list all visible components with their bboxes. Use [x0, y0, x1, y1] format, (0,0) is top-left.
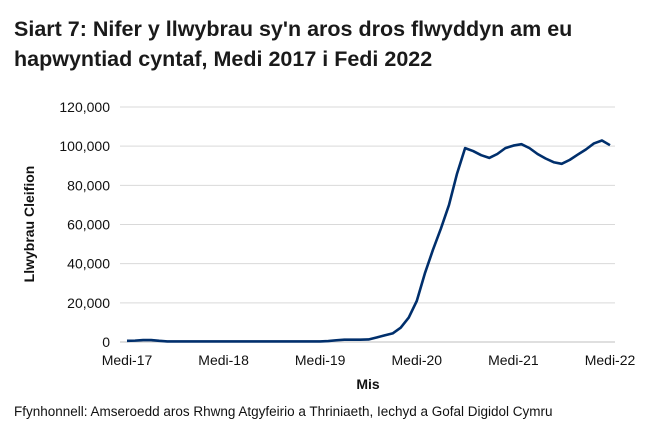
x-axis-title: Mis — [356, 376, 380, 392]
x-tick-label: Medi-20 — [392, 352, 443, 368]
y-tick-label: 40,000 — [67, 256, 110, 272]
y-tick-label: 80,000 — [67, 177, 110, 193]
x-tick-label: Medi-22 — [585, 352, 636, 368]
data-line — [126, 139, 611, 343]
source-note: Ffynhonnell: Amseroedd aros Rhwng Atgyfe… — [14, 404, 553, 419]
y-tick-label: 120,000 — [59, 99, 110, 115]
x-tick-label: Medi-18 — [198, 352, 249, 368]
y-tick-label: 60,000 — [67, 217, 110, 233]
y-axis-title: Llwybrau Cleifion — [21, 166, 37, 283]
y-tick-label: 100,000 — [59, 138, 110, 154]
x-tick-label: Medi-21 — [488, 352, 539, 368]
chart-title: Siart 7: Nifer y llwybrau sy'n aros dros… — [14, 17, 573, 71]
y-tick-label: 20,000 — [67, 295, 110, 311]
x-tick-label: Medi-19 — [295, 352, 346, 368]
y-tick-label: 0 — [102, 334, 110, 350]
x-tick-label: Medi-17 — [102, 352, 153, 368]
